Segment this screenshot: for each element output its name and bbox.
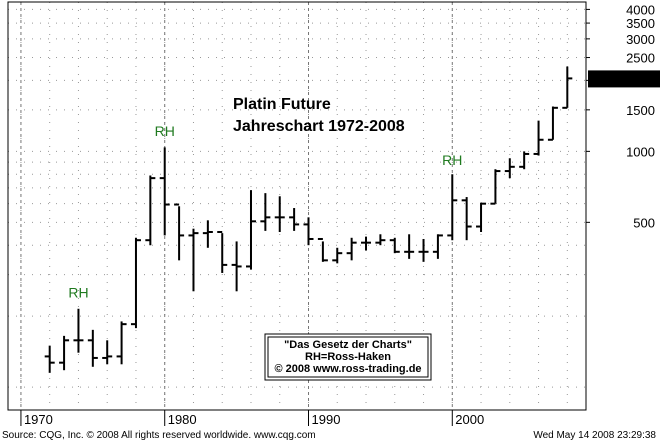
ohlc-bar-1996: [389, 237, 400, 254]
x-tick-label: 1990: [312, 412, 341, 427]
ohlc-bar-1973: [59, 335, 70, 371]
ohlc-bar-2001: [461, 197, 472, 241]
credit-line-3: © 2008 www.ross-trading.de: [274, 363, 421, 375]
ohlc-bar-1980: [159, 147, 170, 236]
ohlc-bar-1986: [245, 190, 256, 270]
grid-layer: [8, 2, 586, 410]
chart-title: Platin Future Jahreschart 1972-2008: [233, 96, 405, 135]
ohlc-bar-1994: [361, 236, 372, 251]
ohlc-bar-1985: [231, 241, 242, 292]
ohlc-bar-1991: [317, 237, 328, 262]
ohlc-bar-1981: [174, 203, 185, 261]
ohlc-bar-2006: [533, 120, 544, 156]
y-tick-label: 2500: [626, 51, 655, 66]
y-tick-label: 3500: [626, 16, 655, 31]
ohlc-bar-2000: [447, 174, 458, 241]
ohlc-bar-2003: [490, 169, 501, 205]
ohlc-bar-1988: [274, 196, 285, 232]
y-tick-label: 3000: [626, 32, 655, 47]
title-line-1: Platin Future: [233, 96, 331, 113]
last-value-badge: 2039: [588, 70, 660, 88]
last-value-label: 2039: [626, 71, 655, 86]
ohlc-bar-1993: [346, 237, 357, 261]
y-tick-label: 4000: [626, 2, 655, 17]
y-tick-label: 1500: [626, 103, 655, 118]
rh-annotation-1: RH: [68, 285, 88, 301]
credit-line-2: RH=Ross-Haken: [305, 351, 391, 363]
ohlc-bar-1983: [202, 220, 213, 248]
rh-annotation-3: RH: [442, 152, 462, 168]
ohlc-bar-1998: [418, 238, 429, 262]
source-footer: Source: CQG, Inc. © 2008 All rights rese…: [2, 430, 316, 441]
ohlc-bar-1977: [116, 321, 127, 365]
ohlc-bar-1999: [432, 234, 443, 259]
ohlc-bar-1976: [102, 340, 113, 365]
bars-layer: [44, 66, 573, 373]
ohlc-bar-1978: [130, 237, 141, 329]
ohlc-bar-2007: [547, 106, 558, 141]
credit-line-1: "Das Gesetz der Charts": [284, 339, 412, 351]
ohlc-bar-1979: [145, 175, 156, 246]
ohlc-bar-2002: [476, 202, 487, 232]
ohlc-bar-1972: [44, 345, 55, 373]
x-tick-label: 1970: [24, 412, 53, 427]
y-tick-label: 500: [633, 215, 655, 230]
credit-box: "Das Gesetz der Charts" RH=Ross-Haken © …: [264, 333, 432, 381]
ohlc-bar-1987: [260, 193, 271, 231]
ohlc-bar-1990: [303, 217, 314, 246]
x-tick-label: 1980: [168, 412, 197, 427]
ohlc-bar-2005: [519, 151, 530, 170]
ohlc-bar-1989: [289, 208, 300, 231]
ohlc-bar-2004: [504, 158, 515, 179]
annotation-layer: RH RH RH: [68, 123, 462, 300]
ohlc-bar-1975: [87, 329, 98, 367]
rh-annotation-2: RH: [155, 123, 175, 139]
ohlc-bar-1995: [375, 234, 386, 246]
plot-frame: [7, 1, 587, 411]
ohlc-bar-1974: [73, 308, 84, 353]
y-axis: 4000350030002500200015001000500: [586, 2, 655, 230]
ohlc-bar-1997: [404, 234, 415, 259]
title-line-2: Jahreschart 1972-2008: [233, 118, 405, 135]
timestamp-footer: Wed May 14 2008 23:29:38: [533, 430, 656, 441]
ohlc-bar-1992: [332, 247, 343, 264]
ohlc-bar-1984: [217, 230, 228, 273]
y-tick-label: 1000: [626, 144, 655, 159]
x-tick-label: 2000: [455, 412, 484, 427]
ohlc-bar-2008: [562, 66, 573, 109]
ohlc-bar-1982: [188, 228, 199, 292]
x-axis: 1970 1980 1990 2000: [20, 410, 484, 427]
